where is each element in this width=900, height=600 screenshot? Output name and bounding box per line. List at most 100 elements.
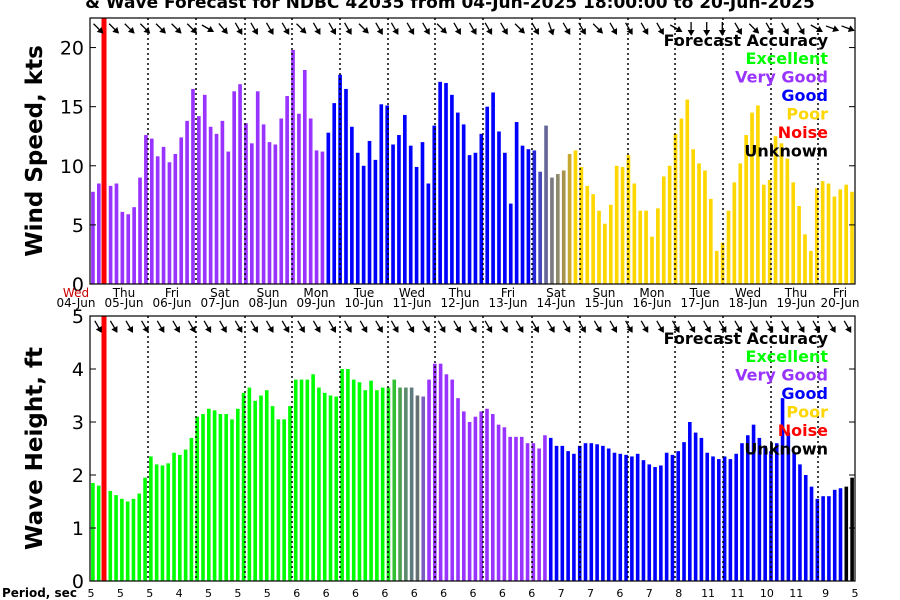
direction-arrow-icon [328,22,337,35]
bar [606,448,611,581]
day-date-label: 04-Jun [56,296,95,310]
bar [532,150,537,284]
direction-arrow-icon [810,24,823,33]
bar [709,198,713,284]
direction-arrow-icon [625,22,633,35]
period-value: 10 [760,587,774,600]
direction-arrow-icon [234,320,243,333]
y-tick-label: 0 [72,571,84,593]
direction-arrow-icon [171,23,182,34]
bar [355,152,360,284]
bar [149,456,153,581]
bar [467,422,472,581]
period-label: Period, sec [2,586,77,600]
bar [114,495,118,581]
bar [550,177,554,284]
day-date-label: 16-Jun [632,296,671,310]
bar [485,408,489,581]
period-value: 6 [352,587,359,600]
bar [138,177,142,284]
bar [108,490,113,581]
day-name-label: Fri [833,286,847,300]
bar [685,99,690,284]
bar [189,437,194,581]
bar [473,416,478,581]
bar [728,459,733,581]
bar [247,387,252,581]
direction-arrow-icon [734,320,742,333]
direction-arrow-icon [562,320,571,333]
plot-frame [89,315,856,582]
legend-item-unknown: Unknown [744,440,828,459]
period-value: 6 [323,587,330,600]
bar [745,435,750,581]
day-date-label: 15-Jun [584,296,623,310]
y-tick-label: 2 [72,465,84,487]
direction-arrow-icon [749,320,758,333]
direction-arrow-icon [687,320,696,333]
bar [427,379,431,581]
direction-arrow-icon [437,320,446,333]
period-value: 6 [470,587,477,600]
direction-arrow-icon [765,320,774,333]
bar [693,432,698,581]
bar [608,204,613,284]
bar [809,486,814,581]
bar [732,182,737,284]
bar [403,114,407,284]
bar [426,183,431,284]
period-value: 7 [587,587,594,600]
y-tick-label: 5 [72,306,84,328]
plot-frame [89,17,856,285]
direction-arrow-icon [781,22,789,35]
period-value: 5 [205,587,212,600]
bar [751,424,756,581]
bar [722,456,727,581]
direction-arrow-icon [312,22,321,35]
bar [791,182,796,284]
bar [167,162,172,284]
bar [346,369,350,581]
direction-arrow-icon [406,22,415,35]
day-name-label: Thu [784,286,808,300]
bar [526,149,531,284]
bar [585,185,590,284]
bar [334,396,339,581]
bar [161,146,166,284]
direction-arrow-icon [139,23,151,34]
bar [179,137,184,284]
y-axis-label: Wave Height, ft [22,347,48,550]
day-name-label: Wed [63,286,89,300]
bar [661,176,666,284]
bar [803,234,807,284]
bar [414,166,419,284]
bar [311,374,315,581]
bar [525,443,530,581]
bar [572,453,576,581]
period-value: 6 [411,587,418,600]
day-name-label: Fri [501,286,515,300]
bar [218,414,223,581]
bar [408,145,413,284]
day-name-label: Mon [303,286,328,300]
direction-arrow-icon [609,320,618,333]
bar [797,205,801,284]
bar [149,138,154,284]
legend-item-excellent: Excellent [746,49,829,68]
y-tick-label: 5 [72,215,84,237]
bar [653,467,657,581]
bar [641,460,646,581]
bar [632,183,637,284]
bar [120,498,124,581]
bar [97,183,101,284]
day-name-label: Tue [689,286,711,300]
bar [208,126,213,284]
direction-arrow-icon [609,22,618,35]
period-value: 9 [822,587,829,600]
day-date-label: 17-Jun [680,296,719,310]
bar [595,444,599,581]
direction-arrow-icon [94,320,102,333]
y-tick-label: 1 [72,518,84,540]
direction-arrow-icon [453,320,461,333]
